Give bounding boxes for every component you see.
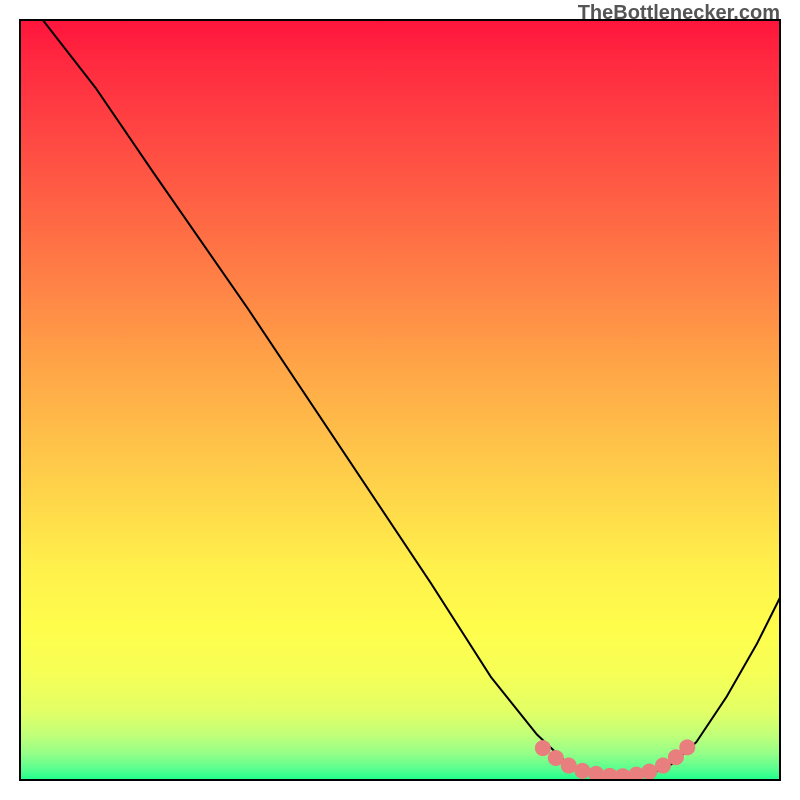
chart-container: TheBottlenecker.com (0, 0, 800, 800)
gradient-line-chart (0, 0, 800, 800)
marker-dot (535, 740, 551, 756)
marker-dot (561, 758, 577, 774)
marker-dot (574, 763, 590, 779)
plot-area (20, 20, 780, 784)
gradient-background (20, 20, 780, 780)
marker-dot (679, 739, 695, 755)
marker-dot (641, 764, 657, 780)
